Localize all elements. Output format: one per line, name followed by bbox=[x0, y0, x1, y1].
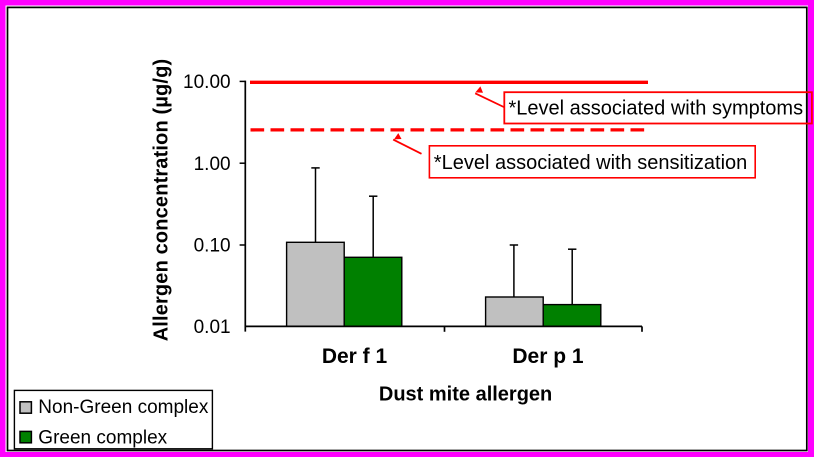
svg-text:10.00: 10.00 bbox=[183, 72, 231, 93]
svg-text:*Level associated with symptom: *Level associated with symptoms bbox=[509, 98, 804, 120]
svg-text:Non-Green complex: Non-Green complex bbox=[38, 397, 209, 418]
svg-text:0.01: 0.01 bbox=[194, 317, 231, 338]
svg-text:Der f 1: Der f 1 bbox=[322, 345, 388, 368]
svg-text:Der p 1: Der p 1 bbox=[512, 345, 584, 368]
svg-text:0.10: 0.10 bbox=[194, 236, 231, 257]
svg-text:Dust mite allergen: Dust mite allergen bbox=[379, 384, 552, 406]
svg-text:Green complex: Green complex bbox=[38, 427, 167, 448]
svg-text:*Level associated with sensiti: *Level associated with sensitization bbox=[434, 152, 748, 174]
svg-text:Allergen concentration (µg/g): Allergen concentration (µg/g) bbox=[151, 59, 173, 342]
svg-text:1.00: 1.00 bbox=[194, 154, 231, 175]
